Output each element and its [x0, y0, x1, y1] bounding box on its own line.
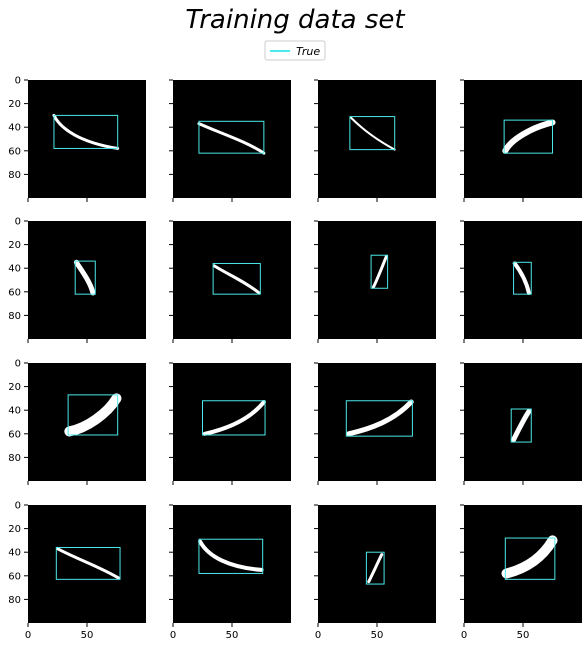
y-tick-label: 40 — [8, 123, 21, 134]
curve-stroke — [346, 399, 414, 437]
panel-2-2 — [169, 220, 291, 343]
panel-1-3 — [314, 79, 436, 202]
y-tick-label: 60 — [8, 287, 21, 298]
panel-3-3 — [314, 362, 436, 485]
curve-stroke — [197, 122, 266, 155]
y-tick-label: 0 — [15, 76, 21, 87]
y-tick-label: 80 — [8, 595, 21, 606]
x-tick-label: 50 — [371, 630, 384, 641]
y-tick-label: 40 — [8, 264, 21, 275]
true-bounding-box — [345, 400, 413, 437]
legend-label: True — [296, 45, 320, 58]
y-tick-label: 60 — [8, 146, 21, 157]
panel-4-1: 0 20 40 60 80 0 50 — [8, 501, 146, 641]
panel-background — [28, 80, 146, 198]
y-tick-label: 0 — [15, 359, 21, 370]
y-tick-label: 40 — [8, 406, 21, 417]
true-bounding-box — [370, 254, 389, 289]
true-bounding-box — [198, 538, 264, 574]
curve-stroke — [371, 254, 388, 289]
panel-1-1: 0 20 40 60 80 — [8, 76, 146, 202]
x-tick-label: 0 — [170, 630, 176, 641]
true-bounding-box — [504, 537, 556, 580]
x-tick-label: 50 — [81, 630, 94, 641]
curve-stroke — [501, 535, 558, 579]
y-tick-label: 20 — [8, 382, 21, 393]
curve-stroke — [202, 399, 266, 436]
panel-2-1: 0 20 40 60 80 — [8, 217, 146, 343]
curve-stroke — [52, 113, 120, 150]
curve-stroke — [198, 539, 264, 572]
true-bounding-box — [53, 114, 119, 149]
y-tick-label: 60 — [8, 429, 21, 440]
panel-4-4: 0 50 — [460, 504, 582, 641]
true-bounding-box — [198, 120, 265, 154]
y-tick-label: 80 — [8, 453, 21, 464]
panel-background — [318, 363, 436, 481]
true-bounding-box — [74, 260, 96, 295]
x-tick-label: 50 — [517, 630, 530, 641]
panel-4-3: 0 50 — [314, 504, 436, 641]
y-tick-label: 80 — [8, 170, 21, 181]
true-bounding-box — [202, 400, 266, 436]
panel-3-1: 0 20 40 60 80 — [8, 359, 146, 485]
curve-stroke — [350, 116, 396, 151]
y-tick-label: 20 — [8, 524, 21, 535]
true-bounding-box — [513, 261, 532, 295]
true-bounding-box — [55, 546, 121, 580]
curve-stroke — [212, 264, 261, 295]
x-tick-label: 50 — [226, 630, 239, 641]
y-tick-label: 60 — [8, 571, 21, 582]
panel-background — [173, 80, 291, 198]
y-tick-label: 40 — [8, 548, 21, 559]
curve-stroke — [512, 261, 531, 295]
y-tick-label: 20 — [8, 240, 21, 251]
curve-stroke — [367, 553, 384, 584]
panel-3-4 — [460, 362, 582, 485]
curve-stroke — [502, 119, 556, 154]
y-tick-label: 80 — [8, 311, 21, 322]
legend-frame — [264, 40, 326, 61]
x-tick-label: 0 — [315, 630, 321, 641]
y-tick-label: 0 — [15, 217, 21, 228]
panel-2-4 — [460, 220, 582, 343]
panel-background — [464, 80, 582, 198]
panel-2-3 — [314, 220, 436, 343]
x-tick-label: 0 — [25, 630, 31, 641]
curve-stroke — [64, 393, 122, 437]
panel-1-4 — [460, 79, 582, 202]
curve-stroke — [511, 408, 532, 443]
curve-stroke — [73, 259, 96, 296]
panel-background — [173, 363, 291, 481]
panel-3-2 — [169, 362, 291, 485]
y-tick-label: 20 — [8, 99, 21, 110]
legend: True — [264, 40, 326, 61]
true-bounding-box — [365, 551, 385, 585]
panel-background — [173, 221, 291, 339]
x-tick-label: 0 — [461, 630, 467, 641]
panel-1-2 — [169, 79, 291, 202]
true-bounding-box — [349, 116, 396, 151]
y-tick-label: 0 — [15, 501, 21, 512]
true-bounding-box — [67, 394, 119, 436]
panel-4-2: 0 50 — [169, 504, 291, 641]
figure-title: Training data set — [185, 5, 405, 35]
true-bounding-box — [212, 262, 261, 295]
true-bounding-box — [510, 408, 532, 443]
true-bounding-box — [503, 119, 553, 154]
curve-stroke — [56, 547, 121, 580]
